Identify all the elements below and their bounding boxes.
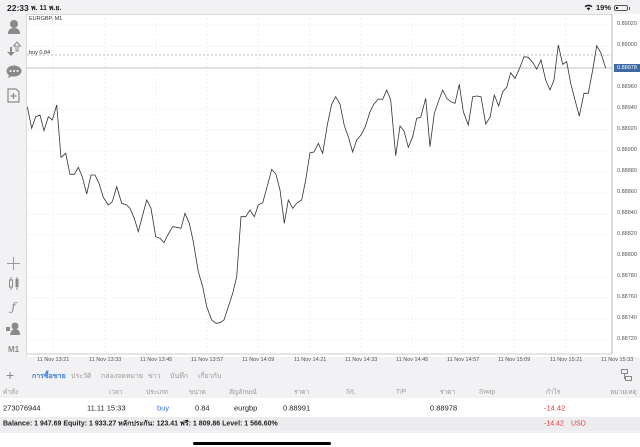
order-symbol: eurgbp	[234, 403, 258, 412]
y-tick: 0.88900	[617, 147, 637, 153]
tab-journal[interactable]: บันทึก	[170, 373, 189, 380]
battery-icon	[614, 4, 630, 11]
col-open-price: ราคา	[294, 389, 310, 396]
status-right: 19%	[584, 3, 630, 12]
status-date: พ. 11 พ.ย.	[31, 5, 62, 12]
y-tick: 0.88920	[617, 126, 637, 132]
price-chart[interactable]: EURGBP, M1 buy 0.84 0.88978 0.89020 0.89…	[27, 14, 640, 363]
current-price-tag: 0.88978	[614, 64, 640, 72]
x-tick: 11 Nov 15:21	[550, 357, 583, 363]
col-comment: หมายเหตุ	[610, 389, 637, 396]
x-tick: 11 Nov 15:33	[601, 357, 634, 363]
x-tick: 11 Nov 14:33	[345, 357, 378, 363]
x-tick: 11 Nov 13:33	[89, 357, 122, 363]
chart-symbol-title: EURGBP, M1	[29, 16, 63, 22]
tab-trade[interactable]: การซื้อขาย	[32, 373, 66, 380]
total-profit: -14.42	[544, 420, 564, 428]
tab-history[interactable]: ประวัติ	[71, 373, 92, 380]
col-type: ประเภท	[146, 389, 168, 396]
col-sl: S/L	[346, 388, 356, 396]
tab-news[interactable]: ข่าว	[148, 373, 161, 380]
y-tick: 0.88760	[617, 294, 637, 300]
y-tick: 0.88800	[617, 252, 637, 258]
col-symbol: สัญลักษณ์	[229, 389, 257, 396]
table-header: คำสั่ง เวลา ประเภท ขนาด สัญลักษณ์ ราคา S…	[0, 386, 640, 398]
y-tick: 0.88940	[617, 105, 637, 111]
chart-canvas[interactable]	[27, 14, 640, 357]
order-profit: -14.42	[544, 403, 566, 412]
chart-grid	[27, 14, 612, 354]
status-bar: 22:33 พ. 11 พ.ย. 19%	[0, 0, 640, 14]
tab-about[interactable]: เกี่ยวกับ	[198, 373, 222, 380]
col-swap: Swap	[479, 388, 496, 396]
order-id: 273076944	[3, 403, 41, 412]
status-time: 22:33	[7, 3, 29, 13]
order-time: 11.11 15:33	[87, 403, 126, 412]
x-tick: 11 Nov 13:45	[140, 357, 173, 363]
indicators-icon[interactable]: ƒ	[11, 299, 16, 314]
order-type: buy	[157, 403, 170, 412]
x-tick: 11 Nov 14:09	[242, 357, 275, 363]
x-tick: 11 Nov 13:21	[37, 357, 70, 363]
battery-percent: 19%	[595, 3, 611, 12]
col-profit: กำไร	[546, 389, 561, 396]
x-tick: 11 Nov 14:57	[447, 357, 480, 363]
x-tick: 11 Nov 13:57	[191, 357, 224, 363]
positions-table: คำสั่ง เวลา ประเภท ขนาด สัญลักษณ์ ราคา S…	[0, 386, 640, 431]
objects-icon[interactable]	[4, 319, 23, 338]
account-icon[interactable]	[4, 17, 23, 36]
account-summary-text: Balance: 1 947.69 Equity: 1 933.27 หลักป…	[3, 420, 278, 428]
y-tick: 0.88960	[617, 84, 637, 90]
col-order: คำสั่ง	[3, 389, 19, 396]
y-tick: 0.88780	[617, 273, 637, 279]
buy-order-label[interactable]: buy 0.84	[29, 50, 51, 56]
account-summary-row: Balance: 1 947.69 Equity: 1 933.27 หลักป…	[0, 417, 640, 431]
table-row[interactable]: 273076944 11.11 15:33 buy 0.84 eurgbp 0.…	[0, 398, 640, 417]
home-indicator[interactable]	[193, 442, 331, 445]
tab-mailbox[interactable]: กล่องจดหมาย	[101, 373, 144, 380]
order-open-price: 0.88991	[283, 403, 311, 412]
y-tick: 0.88740	[617, 315, 637, 321]
chart-type-icon[interactable]	[4, 274, 23, 293]
y-tick: 0.88820	[617, 231, 637, 237]
y-tick: 0.88720	[617, 336, 637, 342]
currency: USD	[571, 420, 586, 428]
col-time: เวลา	[109, 389, 123, 396]
y-tick: 0.88880	[617, 168, 637, 174]
bottom-tabs-bar: + การซื้อขาย ประวัติ กล่องจดหมาย ข่าว บั…	[0, 367, 640, 385]
wifi-icon	[584, 4, 593, 11]
y-tick: 0.89000	[617, 42, 637, 48]
bottom-area	[0, 432, 640, 447]
col-tp: T/P	[396, 388, 407, 396]
order-volume: 0.84	[195, 403, 210, 412]
chart-toolbar: ƒ M1	[0, 14, 27, 357]
x-tick: 11 Nov 15:09	[498, 357, 531, 363]
price-line	[27, 44, 607, 324]
y-tick: 0.88840	[617, 210, 637, 216]
col-price: ราคา	[440, 389, 456, 396]
y-tick: 0.89020	[617, 21, 637, 27]
chat-icon[interactable]	[4, 62, 23, 81]
order-current-price: 0.88978	[430, 403, 458, 412]
layout-toggle-icon[interactable]	[621, 369, 632, 381]
x-tick: 11 Nov 14:45	[396, 357, 429, 363]
crosshair-icon[interactable]	[4, 254, 23, 273]
x-tick: 11 Nov 14:21	[294, 357, 327, 363]
y-tick: 0.88860	[617, 189, 637, 195]
plus-icon[interactable]: +	[6, 367, 15, 383]
col-volume: ขนาด	[189, 389, 206, 396]
trade-icon[interactable]	[4, 39, 23, 58]
timeframe-button[interactable]: M1	[7, 345, 20, 354]
new-order-icon[interactable]	[4, 86, 23, 105]
